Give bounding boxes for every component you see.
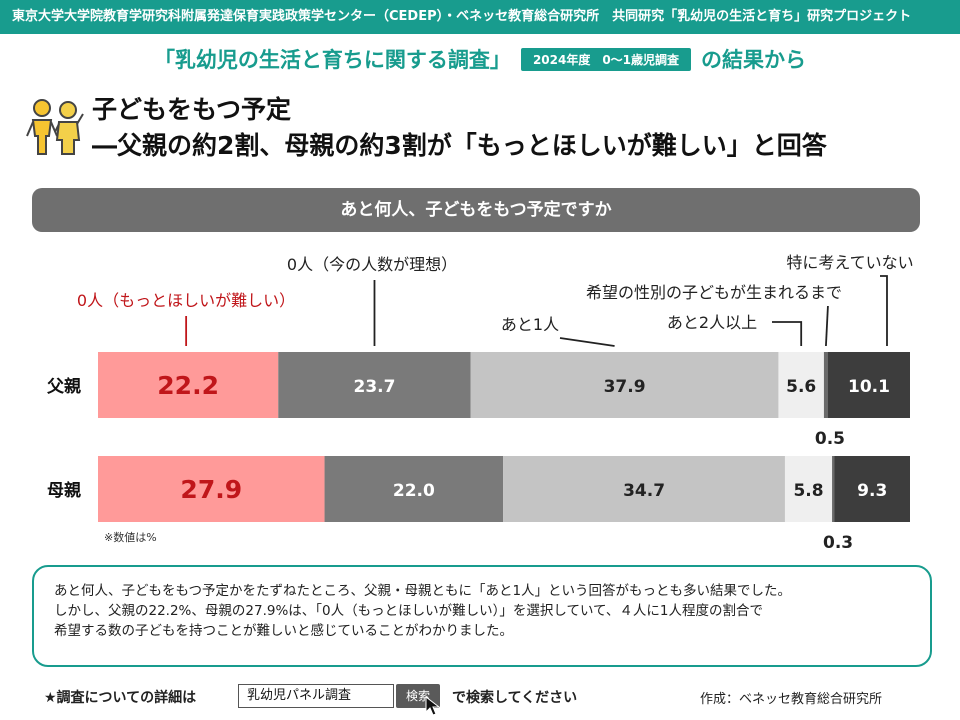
bar-segment-0-2 xyxy=(470,352,779,418)
legend-callout-2: あと1人 xyxy=(501,315,559,334)
search-input[interactable]: 乳幼児パネル調査 xyxy=(238,684,394,708)
survey-suffix: の結果から xyxy=(701,48,807,72)
footer-tail: で検索してください xyxy=(452,690,578,706)
chart-note: ※数値は% xyxy=(104,531,157,544)
summary-line3: 希望する数の子どもを持つことが難しいと感じていることがわかりました。 xyxy=(54,623,513,639)
bar-segment-1-5 xyxy=(834,456,910,522)
callout-line-3 xyxy=(772,321,803,346)
credit: 作成：ベネッセ教育総合研究所 xyxy=(700,692,883,707)
legend-callout-3: あと2人以上 xyxy=(667,313,757,332)
value-label-1-5: 9.3 xyxy=(857,481,887,501)
bar-segment-0-0 xyxy=(98,352,279,418)
bar-segment-0-5 xyxy=(827,352,910,418)
family-icon xyxy=(26,99,84,155)
legend-callout-4: 希望の性別の子どもが生まれるまで xyxy=(586,283,842,302)
value-label-0-0: 22.2 xyxy=(157,371,219,400)
bar-segment-0-3 xyxy=(778,352,824,418)
summary-box: あと何人、子どもをもつ予定かをたずねたところ、父親・母親ともに「あと1人」という… xyxy=(32,565,932,667)
legend-callout-1: 0人（今の人数が理想） xyxy=(287,255,457,274)
value-label-1-0: 27.9 xyxy=(180,475,242,504)
org-banner: 東京大学大学院教育学研究科附属発達保育実践政策学センター（CEDEP）・ベネッセ… xyxy=(0,0,960,34)
value-label-0-1: 23.7 xyxy=(354,377,396,397)
footer: ★調査についての詳細は 乳幼児パネル調査 検索 で検索してください 作成：ベネッ… xyxy=(0,680,960,716)
value-label-0-4: 0.5 xyxy=(815,429,845,449)
bar-segment-1-4 xyxy=(832,456,835,522)
bar-segment-1-2 xyxy=(503,456,785,522)
summary-line2: しかし、父親の22.2%、母親の27.9%は、「0人（もっとほしいが難しい）」を… xyxy=(54,603,763,619)
value-label-1-4: 0.3 xyxy=(823,533,853,553)
headline: 子どもをもつ予定 ―父親の約2割、母親の約3割が「もっとほしいが難しい」と回答 xyxy=(92,92,827,164)
bar-segment-0-4 xyxy=(823,352,828,418)
category-label-1: 母親 xyxy=(47,480,81,501)
footer-lead: ★調査についての詳細は xyxy=(44,690,197,706)
stacked-bar-chart: 父親 22.2 23.7 37.9 5.6 0.5 10.1 母親 27.9 22.0 34.7 5.… xyxy=(46,253,914,553)
value-label-0-2: 37.9 xyxy=(604,377,646,397)
category-label-0: 父親 xyxy=(46,376,81,397)
survey-title: 「乳幼児の生活と育ちに関する調査」 xyxy=(153,48,511,72)
question-bar: あと何人、子どもをもつ予定ですか xyxy=(32,188,920,232)
callout-line-2 xyxy=(559,337,615,347)
bar-segment-1-0 xyxy=(98,456,325,522)
value-label-0-3: 5.6 xyxy=(786,377,816,397)
summary-line1: あと何人、子どもをもつ予定かをたずねたところ、父親・母親ともに「あと1人」という… xyxy=(54,583,792,599)
legend-callout-5: 特に考えていない xyxy=(786,253,913,272)
headline-line1: 子どもをもつ予定 xyxy=(92,95,292,124)
headline-line2: ―父親の約2割、母親の約3割が「もっとほしいが難しい」と回答 xyxy=(92,131,827,160)
bar-segment-0-1 xyxy=(278,352,471,418)
legend-callout-0: 0人（もっとほしいが難しい） xyxy=(77,291,295,310)
value-label-1-1: 22.0 xyxy=(393,481,435,501)
value-label-1-2: 34.7 xyxy=(623,481,665,501)
value-label-0-5: 10.1 xyxy=(848,377,890,397)
cursor-icon xyxy=(425,696,441,716)
survey-badge: 2024年度 0～1歳児調査 xyxy=(520,47,692,71)
bar-segment-1-1 xyxy=(324,456,504,522)
value-label-1-3: 5.8 xyxy=(793,481,823,501)
callout-line-4 xyxy=(825,305,829,347)
survey-title-row: 「乳幼児の生活と育ちに関する調査」 2024年度 0～1歳児調査 の結果から xyxy=(0,44,960,74)
callout-line-5 xyxy=(880,275,888,346)
bar-segment-1-3 xyxy=(784,456,833,522)
